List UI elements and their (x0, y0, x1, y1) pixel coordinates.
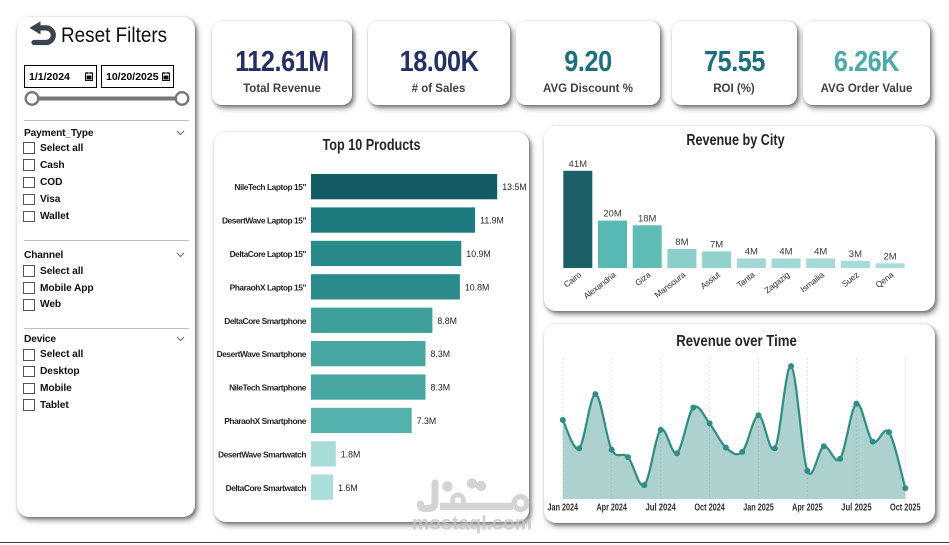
svg-text:11.9M: 11.9M (480, 216, 504, 226)
svg-text:NileTech Smartphone: NileTech Smartphone (229, 383, 307, 393)
svg-text:PharaohX Laptop 15": PharaohX Laptop 15" (230, 282, 307, 292)
svg-text:DeltaCore Laptop 15": DeltaCore Laptop 15" (230, 249, 307, 259)
svg-text:Jan 2024: Jan 2024 (548, 503, 579, 514)
svg-text:7.3M: 7.3M (417, 416, 437, 426)
svg-text:Apr 2024: Apr 2024 (596, 503, 627, 514)
svg-text:8M: 8M (675, 237, 688, 248)
svg-text:3M: 3M (849, 249, 862, 260)
svg-text:Oct 2024: Oct 2024 (694, 503, 725, 514)
svg-text:Ismailia: Ismailia (798, 269, 826, 294)
svg-text:10.9M: 10.9M (466, 249, 490, 259)
svg-text:7M: 7M (710, 239, 723, 250)
svg-text:Tanta: Tanta (735, 269, 757, 289)
svg-text:Suez: Suez (840, 270, 861, 289)
svg-text:NileTech Laptop 15": NileTech Laptop 15" (234, 182, 306, 192)
svg-text:18M: 18M (638, 213, 657, 224)
svg-text:13.5M: 13.5M (502, 182, 526, 192)
svg-text:4M: 4M (745, 247, 758, 258)
svg-text:Jan 2025: Jan 2025 (743, 503, 774, 514)
svg-text:Apr 2025: Apr 2025 (792, 503, 823, 514)
svg-text:DesertWave Smartphone: DesertWave Smartphone (217, 349, 307, 359)
svg-text:DeltaCore Smartwatch: DeltaCore Smartwatch (226, 483, 307, 493)
svg-text:DesertWave Smartwatch: DesertWave Smartwatch (218, 449, 306, 459)
svg-text:2M: 2M (883, 251, 896, 262)
svg-text:mostaql.com: mostaql.com (412, 513, 532, 535)
svg-text:41M: 41M (569, 159, 588, 170)
svg-text:Qena: Qena (873, 269, 895, 289)
svg-text:8.8M: 8.8M (437, 316, 457, 326)
svg-text:1.6M: 1.6M (338, 483, 358, 493)
svg-text:DesertWave Laptop 15": DesertWave Laptop 15" (222, 216, 307, 226)
svg-text:20M: 20M (603, 209, 622, 220)
svg-text:Jul 2025: Jul 2025 (841, 503, 872, 514)
svg-text:Cairo: Cairo (562, 269, 584, 289)
svg-text:4M: 4M (779, 247, 792, 258)
svg-text:Zagazig: Zagazig (762, 269, 791, 295)
svg-text:1.8M: 1.8M (341, 449, 361, 459)
svg-text:Assiut: Assiut (698, 269, 722, 291)
svg-text:DeltaCore Smartphone: DeltaCore Smartphone (224, 316, 307, 326)
svg-text:Alexandria: Alexandria (581, 269, 618, 301)
svg-text:8.3M: 8.3M (431, 383, 451, 393)
svg-text:Mansoura: Mansoura (652, 269, 687, 299)
svg-text:Jul 2024: Jul 2024 (645, 503, 676, 514)
svg-text:Oct 2025: Oct 2025 (890, 503, 921, 514)
svg-text:4M: 4M (814, 247, 827, 258)
svg-text:Giza: Giza (633, 269, 653, 287)
svg-text:PharaohX Smartphone: PharaohX Smartphone (224, 416, 307, 426)
svg-text:10.8M: 10.8M (465, 282, 489, 292)
svg-text:8.3M: 8.3M (431, 349, 451, 359)
